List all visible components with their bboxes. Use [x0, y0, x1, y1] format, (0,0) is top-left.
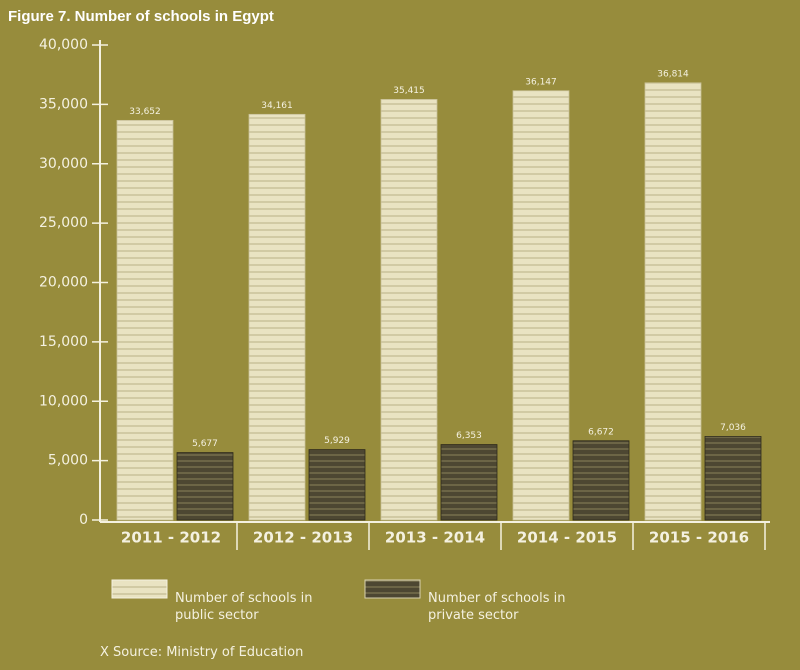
value-label: 6,353 — [456, 431, 482, 441]
value-label: 7,036 — [720, 423, 746, 433]
bar — [704, 436, 762, 521]
y-tick-label: 25,000 — [39, 215, 88, 231]
legend-label: Number of schools in public sector — [175, 591, 313, 623]
value-label: 35,415 — [393, 86, 425, 96]
y-tick-label: 40,000 — [39, 37, 88, 53]
y-tick-label: 30,000 — [39, 156, 88, 172]
bar — [380, 99, 438, 521]
chart-title: Figure 7. Number of schools in Egypt — [8, 8, 274, 25]
bar — [308, 449, 366, 521]
legend-swatch — [111, 579, 168, 599]
bar — [512, 90, 570, 521]
bar — [248, 113, 306, 521]
x-tick-label: 2013 - 2014 — [385, 529, 485, 547]
legend-label: Number of schools in private sector — [428, 591, 566, 623]
legend-swatch — [364, 579, 421, 599]
x-tick-label: 2014 - 2015 — [517, 529, 617, 547]
x-tick-label: 2011 - 2012 — [121, 529, 221, 547]
value-label: 33,652 — [129, 107, 161, 117]
y-tick-label: 35,000 — [39, 96, 88, 112]
value-label: 5,677 — [192, 439, 218, 449]
bar — [644, 82, 702, 521]
bar — [176, 452, 234, 521]
x-tick-label: 2015 - 2016 — [649, 529, 749, 547]
y-tick-label: 5,000 — [48, 453, 88, 469]
y-tick-label: 0 — [79, 512, 88, 528]
bar — [440, 444, 498, 521]
value-label: 36,147 — [525, 77, 557, 87]
value-label: 5,929 — [324, 436, 350, 446]
x-tick-label: 2012 - 2013 — [253, 529, 353, 547]
y-tick-label: 10,000 — [39, 393, 88, 409]
y-tick-label: 20,000 — [39, 275, 88, 291]
bar — [116, 119, 174, 521]
source-note: X Source: Ministry of Education — [100, 645, 304, 660]
y-tick-label: 15,000 — [39, 334, 88, 350]
value-label: 36,814 — [657, 69, 689, 79]
value-label: 6,672 — [588, 427, 614, 437]
value-label: 34,161 — [261, 101, 293, 111]
bar — [572, 440, 630, 521]
